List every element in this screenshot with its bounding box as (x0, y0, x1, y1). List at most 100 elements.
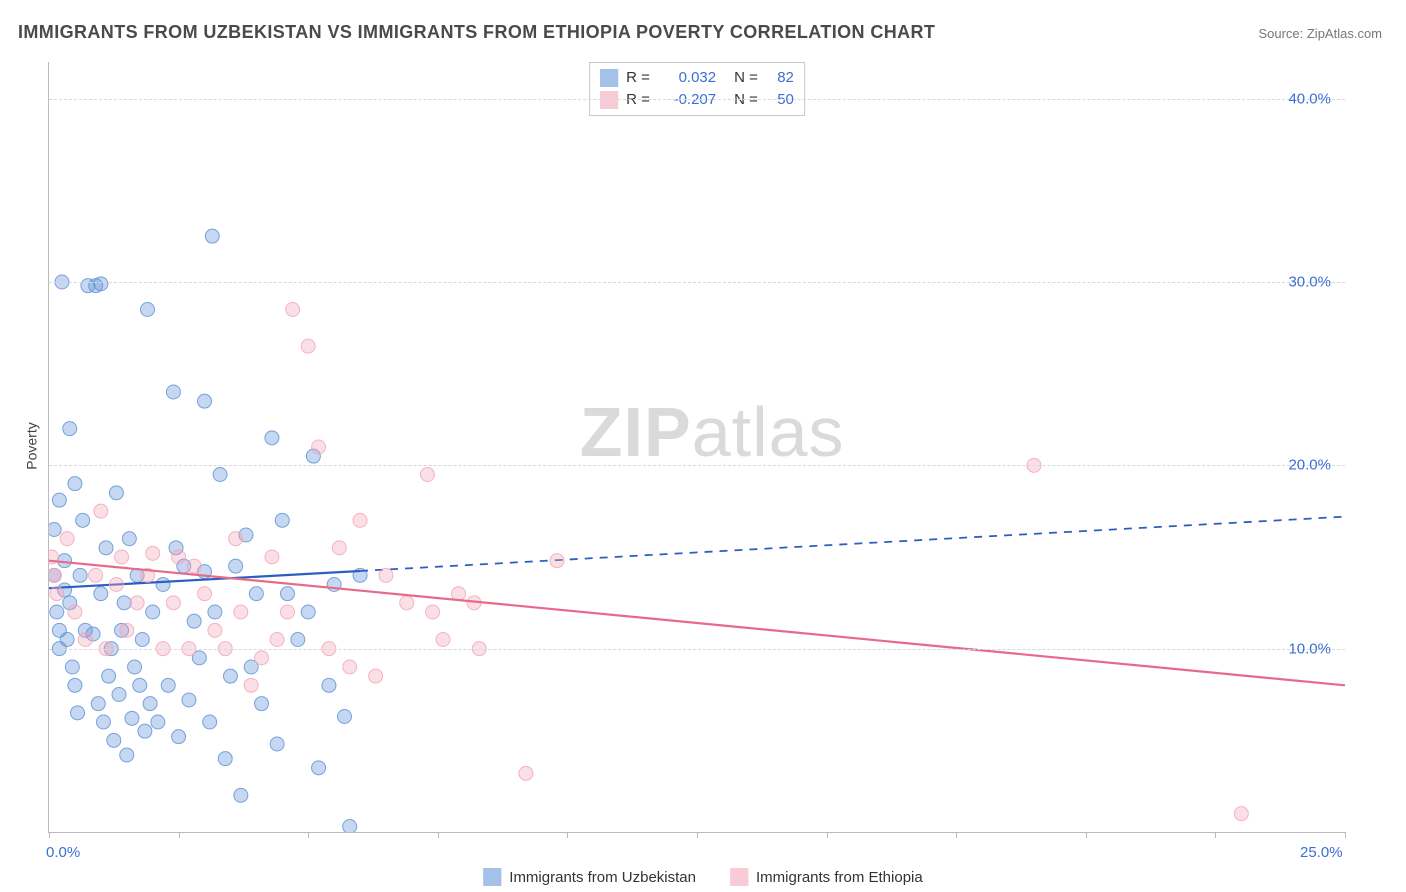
legend-swatch (600, 69, 618, 87)
scatter-point (255, 697, 269, 711)
scatter-point (146, 546, 160, 560)
scatter-point (86, 627, 100, 641)
grid-line (49, 99, 1345, 100)
scatter-point (135, 633, 149, 647)
legend-label: Immigrants from Uzbekistan (509, 869, 696, 886)
grid-line (49, 649, 1345, 650)
scatter-point (109, 578, 123, 592)
scatter-point (78, 623, 92, 637)
legend-label: Immigrants from Ethiopia (756, 869, 923, 886)
scatter-point (81, 279, 95, 293)
scatter-point (172, 730, 186, 744)
regression-line-dashed (360, 517, 1345, 571)
scatter-point (49, 523, 61, 537)
scatter-point (400, 596, 414, 610)
scatter-point (89, 568, 103, 582)
legend-item: Immigrants from Ethiopia (730, 868, 923, 886)
scatter-point (161, 678, 175, 692)
scatter-point (94, 587, 108, 601)
scatter-point (58, 554, 72, 568)
legend-swatch (730, 868, 748, 886)
x-tick-mark (308, 832, 309, 838)
scatter-point (239, 528, 253, 542)
scatter-point (229, 532, 243, 546)
stats-legend-box: R =0.032N =82R =-0.207N =50 (589, 62, 805, 116)
scatter-point (379, 568, 393, 582)
scatter-point (286, 303, 300, 317)
scatter-point (49, 568, 61, 582)
scatter-point (234, 605, 248, 619)
scatter-point (187, 559, 201, 573)
scatter-point (133, 678, 147, 692)
x-tick-mark (1215, 832, 1216, 838)
scatter-point (229, 559, 243, 573)
scatter-point (49, 550, 59, 564)
scatter-point (519, 766, 533, 780)
scatter-point (208, 623, 222, 637)
scatter-point (130, 596, 144, 610)
x-tick-mark (827, 832, 828, 838)
scatter-point (120, 748, 134, 762)
scatter-point (234, 788, 248, 802)
stat-n-value: 50 (766, 89, 794, 111)
stats-row: R =-0.207N =50 (600, 89, 794, 111)
x-tick-mark (1345, 832, 1346, 838)
scatter-point (65, 660, 79, 674)
plot-area: ZIPatlas R =0.032N =82R =-0.207N =50 10.… (48, 62, 1345, 833)
x-tick-mark (179, 832, 180, 838)
scatter-point (322, 678, 336, 692)
scatter-point (166, 596, 180, 610)
scatter-point (223, 669, 237, 683)
scatter-point (115, 550, 129, 564)
scatter-point (50, 587, 64, 601)
chart-svg-overlay (49, 62, 1345, 832)
scatter-point (353, 568, 367, 582)
scatter-point (436, 633, 450, 647)
scatter-point (1234, 807, 1248, 821)
scatter-point (63, 422, 77, 436)
watermark-zip: ZIP (580, 393, 692, 471)
scatter-point (452, 587, 466, 601)
grid-line (49, 282, 1345, 283)
scatter-point (280, 605, 294, 619)
scatter-point (182, 693, 196, 707)
scatter-point (343, 820, 357, 833)
scatter-point (120, 623, 134, 637)
scatter-point (78, 633, 92, 647)
scatter-point (270, 633, 284, 647)
scatter-point (312, 761, 326, 775)
scatter-point (270, 737, 284, 751)
y-axis-label: Poverty (24, 422, 40, 469)
y-tick-label: 30.0% (1288, 274, 1331, 291)
x-tick-mark (567, 832, 568, 838)
scatter-point (327, 578, 341, 592)
scatter-point (426, 605, 440, 619)
scatter-point (420, 468, 434, 482)
scatter-point (208, 605, 222, 619)
scatter-point (60, 633, 74, 647)
scatter-point (151, 715, 165, 729)
stat-n-label: N = (734, 89, 758, 111)
scatter-point (192, 651, 206, 665)
scatter-point (102, 669, 116, 683)
scatter-point (122, 532, 136, 546)
scatter-point (467, 596, 481, 610)
scatter-point (94, 277, 108, 291)
x-tick-mark (956, 832, 957, 838)
stat-r-label: R = (626, 89, 652, 111)
scatter-point (306, 449, 320, 463)
scatter-point (146, 605, 160, 619)
scatter-point (89, 279, 103, 293)
y-tick-label: 40.0% (1288, 90, 1331, 107)
scatter-point (49, 568, 61, 582)
stat-r-label: R = (626, 67, 652, 89)
scatter-point (187, 614, 201, 628)
scatter-point (169, 541, 183, 555)
scatter-point (76, 513, 90, 527)
scatter-point (130, 568, 144, 582)
source-label: Source: ZipAtlas.com (1258, 26, 1382, 41)
legend-item: Immigrants from Uzbekistan (483, 868, 696, 886)
scatter-point (140, 568, 154, 582)
scatter-point (255, 651, 269, 665)
scatter-point (218, 752, 232, 766)
